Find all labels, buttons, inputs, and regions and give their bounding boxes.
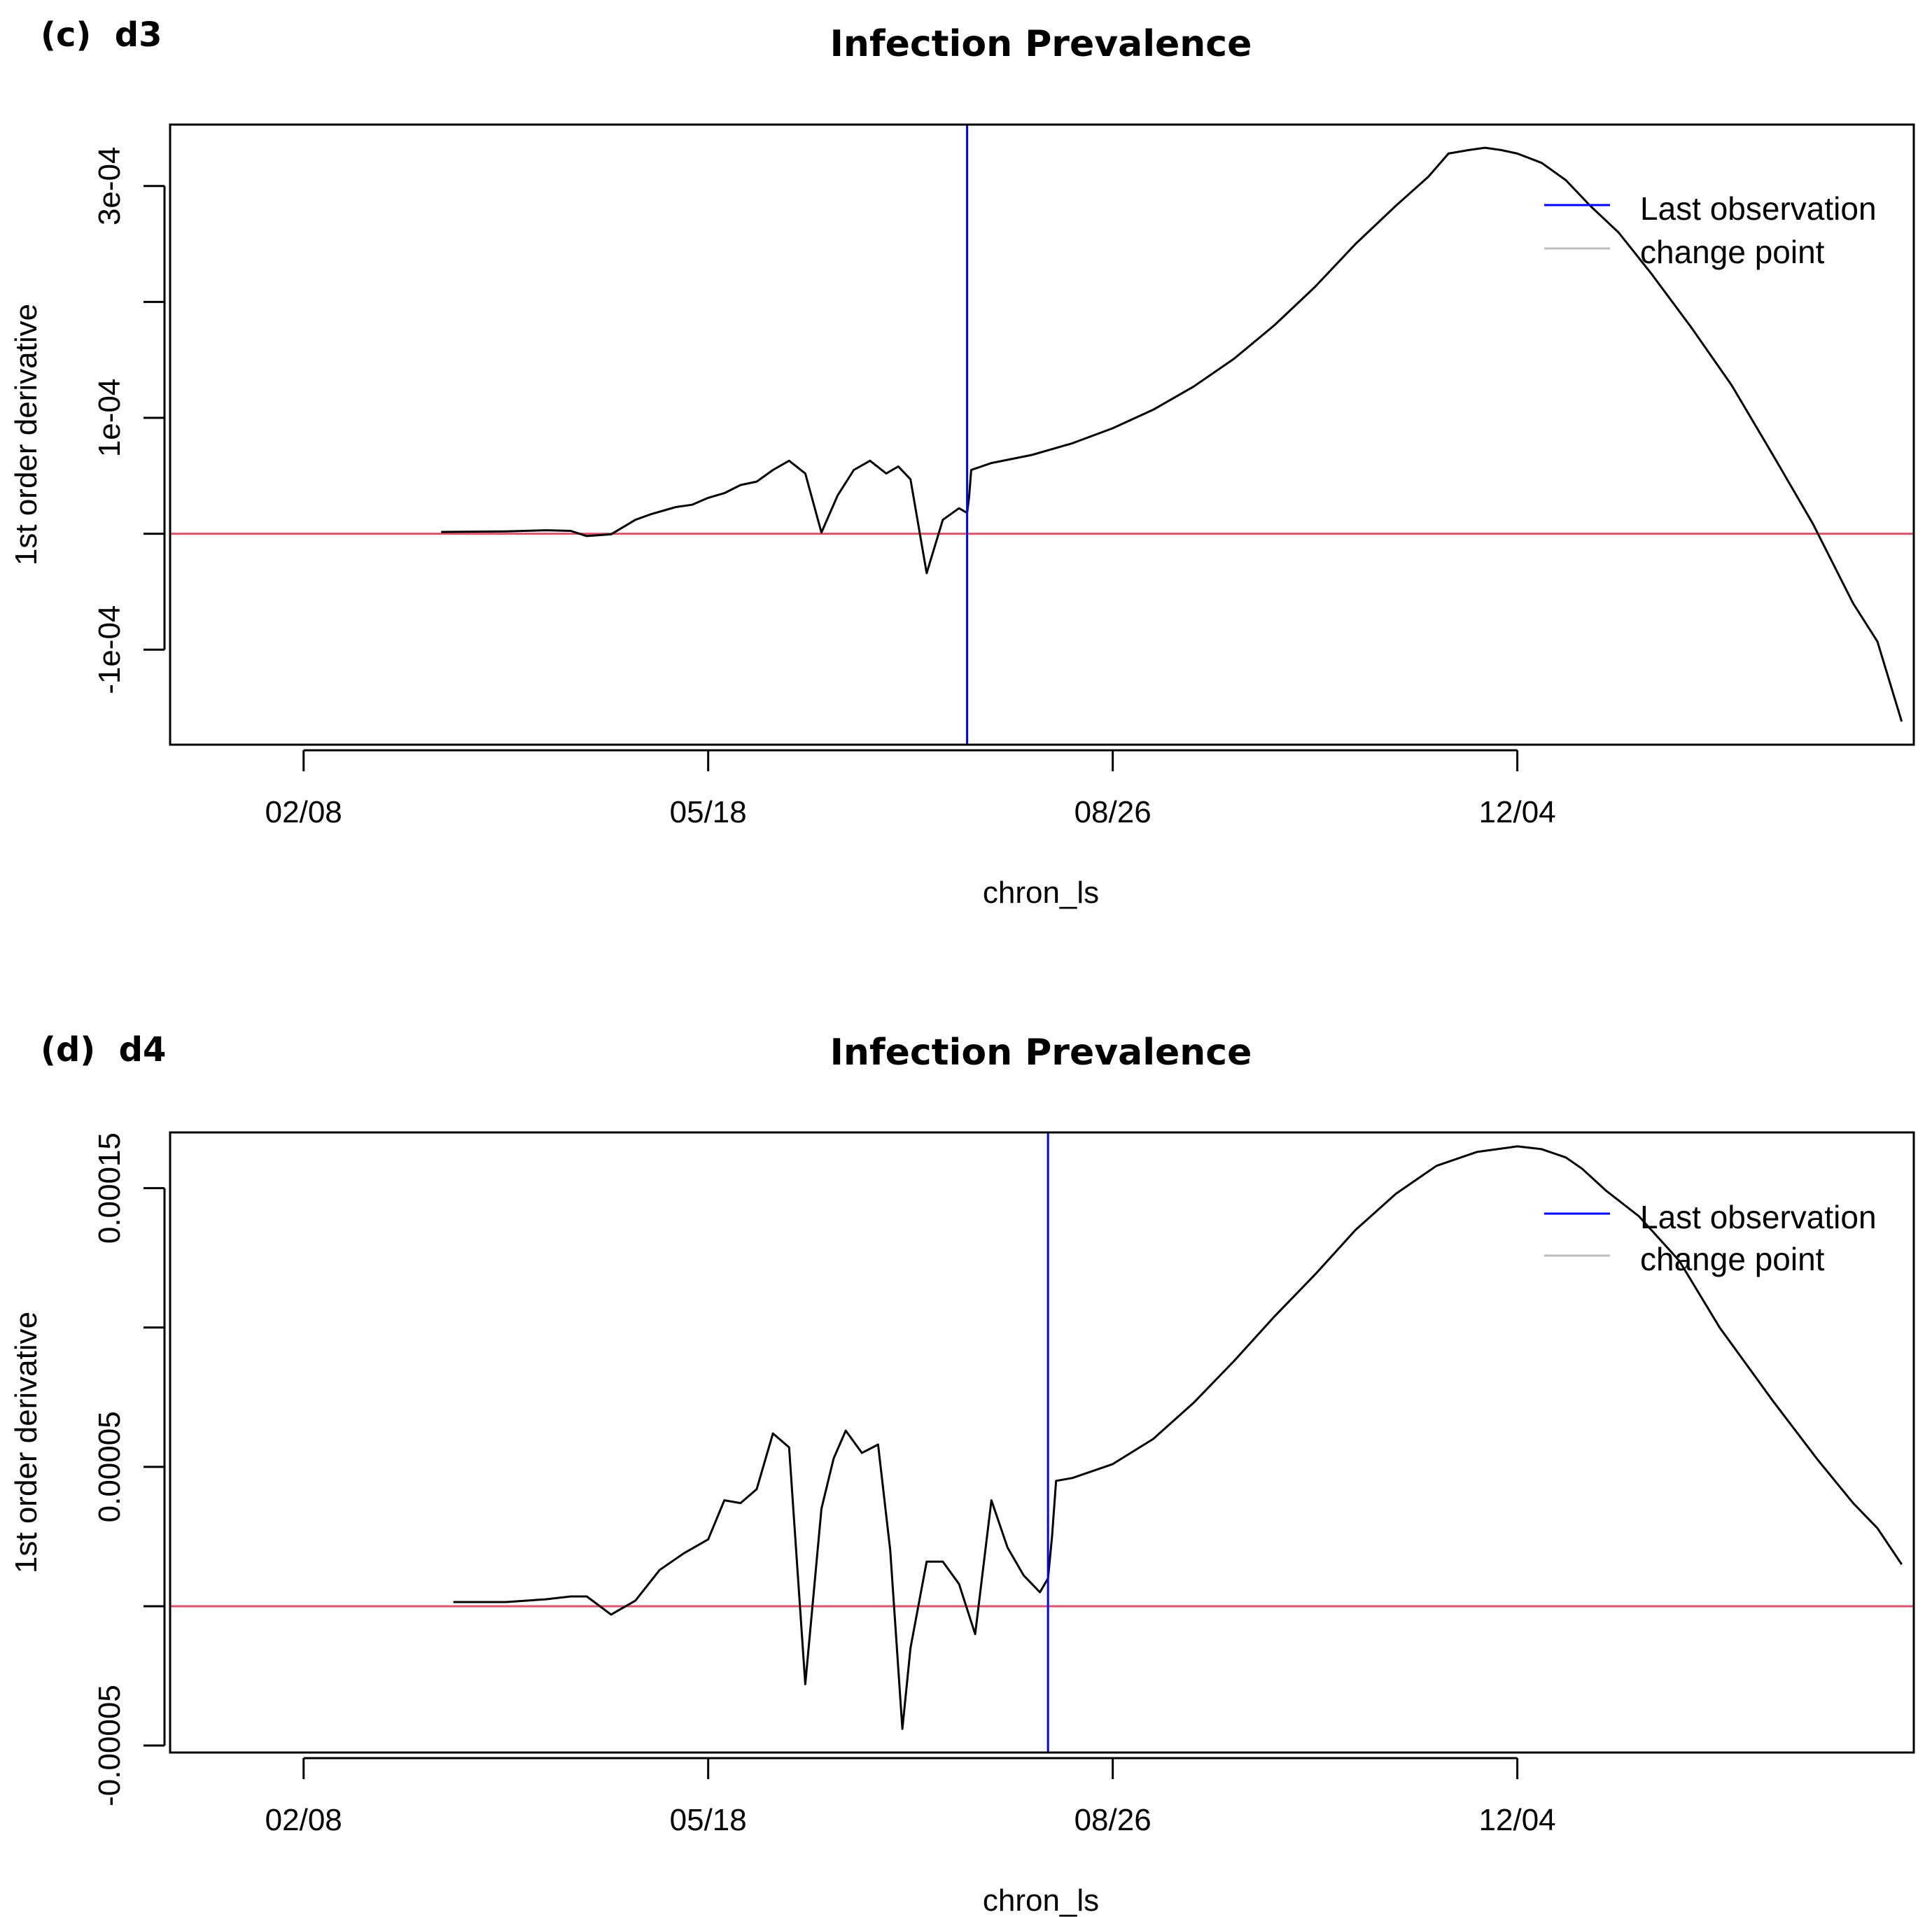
panel-label: (c) d3	[41, 15, 162, 55]
legend-label-change-point: change point	[1640, 234, 1825, 270]
y-tick-label: 0.00005	[92, 1411, 127, 1522]
plot-frame	[169, 123, 1915, 746]
series-line	[453, 1145, 1903, 1730]
y-axis: -1e-04 1e-04 3e-04	[92, 146, 166, 694]
x-tick-label: 05/18	[670, 795, 747, 829]
x-tick-label: 12/04	[1479, 795, 1556, 829]
chart-title: Infection Prevalence	[830, 23, 1252, 65]
y-axis-label: 1st order derivative	[9, 304, 43, 566]
panel-label: (d) d4	[41, 1030, 166, 1069]
legend-label-last-observation: Last observation	[1640, 1199, 1877, 1235]
plot-content	[170, 125, 1914, 745]
x-tick-label: 02/08	[265, 1803, 342, 1837]
y-tick-label: -1e-04	[92, 605, 127, 694]
y-tick-label: 1e-04	[92, 379, 127, 458]
y-tick-label: -0.00005	[92, 1685, 127, 1806]
x-axis: 02/08 05/18 08/26 12/04	[265, 749, 1556, 829]
plot-content	[170, 1132, 1914, 1753]
x-tick-label: 08/26	[1074, 795, 1152, 829]
x-tick-label: 12/04	[1479, 1803, 1556, 1837]
x-tick-label: 02/08	[265, 795, 342, 829]
y-tick-label: 3e-04	[92, 146, 127, 225]
legend-label-change-point: change point	[1640, 1241, 1825, 1277]
x-axis-label: chron_ls	[983, 876, 1099, 910]
plot-frame	[169, 1131, 1915, 1754]
legend: Last observation change point	[1544, 190, 1877, 270]
chart-title: Infection Prevalence	[830, 1032, 1252, 1074]
legend: Last observation change point	[1544, 1199, 1877, 1277]
x-axis-label: chron_ls	[983, 1883, 1099, 1917]
panel-d: (d) d4 Infection Prevalence 02/08 05/18 08…	[9, 1030, 1915, 1917]
series-line	[441, 146, 1903, 722]
y-axis: -0.00005 0.00005 0.00015	[92, 1132, 166, 1806]
panel-c: (c) d3 Infection Prevalence 02/08 05/18 08…	[9, 15, 1915, 910]
x-axis: 02/08 05/18 08/26 12/04	[265, 1757, 1556, 1837]
legend-label-last-observation: Last observation	[1640, 190, 1877, 227]
y-axis-label: 1st order derivative	[9, 1312, 43, 1573]
x-tick-label: 05/18	[670, 1803, 747, 1837]
y-tick-label: 0.00015	[92, 1132, 127, 1244]
x-tick-label: 08/26	[1074, 1803, 1152, 1837]
